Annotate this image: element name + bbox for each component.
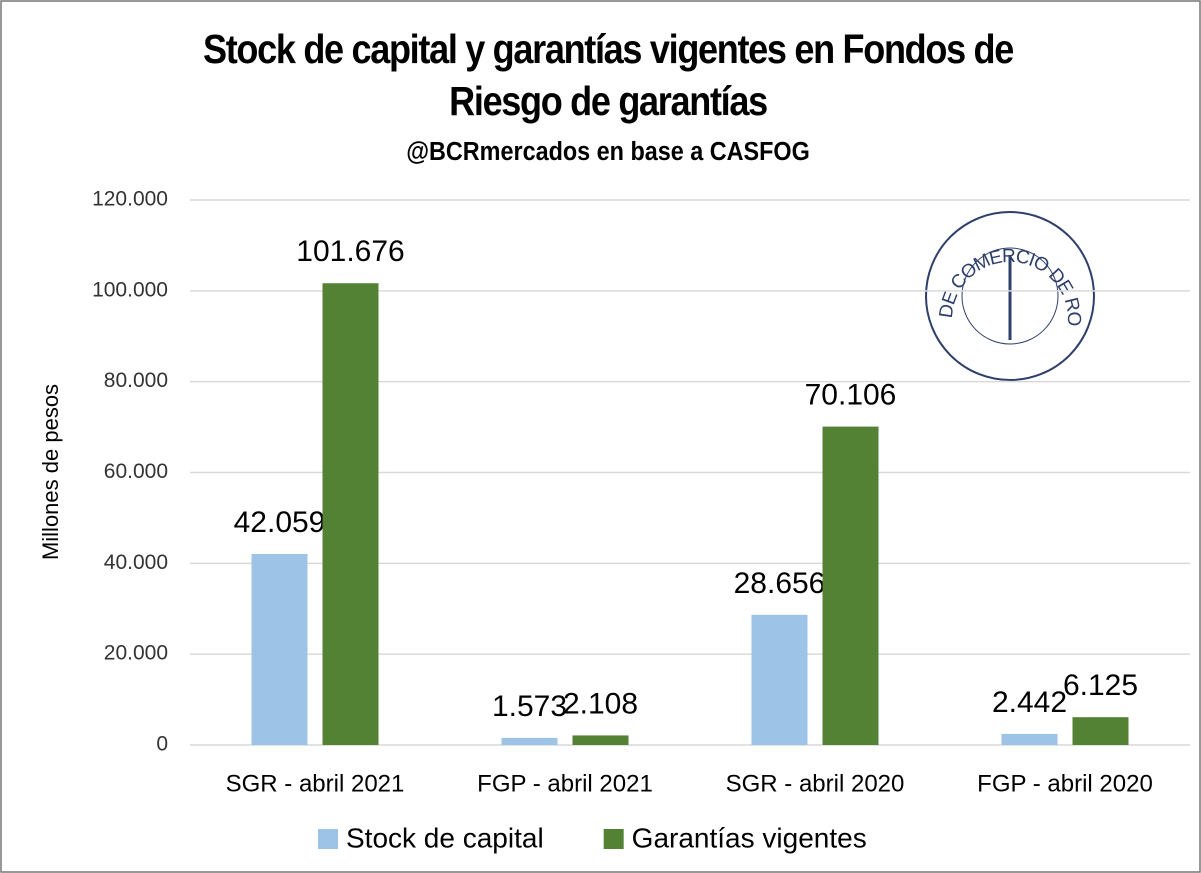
y-tick-label: 0: [156, 733, 168, 756]
logo-ring: [961, 247, 1059, 345]
legend-swatch: [603, 829, 624, 849]
y-tick-label: 80.000: [104, 369, 168, 392]
value-label: 101.676: [296, 235, 404, 268]
bar: [251, 553, 308, 745]
value-label: 42.059: [234, 506, 326, 539]
x-tick-label: FGP - abril 2021: [477, 770, 653, 797]
y-tick-label: 20.000: [104, 642, 168, 665]
chart-subtitle: @BCRmercados en base a CASFOG: [406, 138, 810, 166]
bar: [1072, 717, 1129, 745]
value-label: 28.656: [734, 567, 826, 600]
bar: [572, 735, 629, 745]
value-label: 2.108: [563, 687, 638, 720]
y-tick-label: 60.000: [104, 460, 168, 483]
bar: [501, 737, 558, 745]
x-tick-label: SGR - abril 2021: [226, 770, 405, 797]
x-tick-label: FGP - abril 2020: [977, 770, 1153, 797]
legend-swatch: [318, 829, 338, 849]
y-tick-label: 120.000: [92, 188, 168, 211]
bar: [322, 283, 379, 745]
logo-ring: [925, 211, 1095, 381]
legend-label: Garantías vigentes: [632, 822, 867, 853]
bar: [751, 614, 808, 745]
chart-title: Riesgo de garantías: [449, 79, 767, 125]
legend-label: Stock de capital: [346, 822, 544, 853]
y-tick-label: 100.000: [92, 278, 168, 301]
y-axis-label: Millones de pesos: [38, 384, 63, 560]
y-tick-label: 40.000: [104, 551, 168, 574]
bar: [822, 426, 879, 745]
x-tick-label: SGR - abril 2020: [726, 770, 905, 797]
value-label: 2.442: [992, 686, 1067, 719]
value-label: 1.573: [492, 690, 567, 723]
chart-title: Stock de capital y garantías vigentes en…: [203, 27, 1014, 73]
value-label: 70.106: [805, 379, 897, 412]
value-label: 6.125: [1063, 669, 1138, 702]
bar: [1001, 733, 1058, 745]
